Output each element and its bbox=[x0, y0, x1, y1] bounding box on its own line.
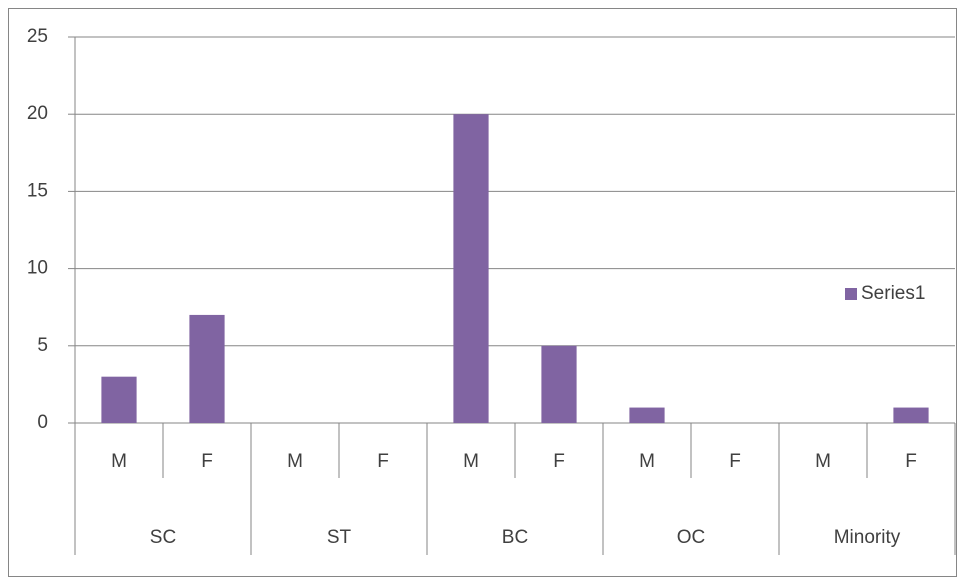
x-tick-label: F bbox=[201, 451, 213, 472]
x-group-label: Minority bbox=[834, 527, 901, 548]
bar bbox=[101, 376, 137, 423]
x-group-label: SC bbox=[150, 527, 176, 548]
x-tick-label: F bbox=[377, 451, 389, 472]
x-group-label: ST bbox=[327, 527, 352, 548]
x-tick-label: M bbox=[463, 451, 479, 472]
x-tick-label: M bbox=[639, 451, 655, 472]
y-tick-label: 0 bbox=[37, 412, 48, 433]
x-group-label: BC bbox=[502, 527, 528, 548]
bar bbox=[541, 345, 577, 423]
bar bbox=[629, 407, 665, 423]
x-group-label: OC bbox=[677, 527, 706, 548]
legend-label: Series1 bbox=[861, 283, 925, 304]
y-tick-label: 20 bbox=[27, 103, 48, 124]
x-tick-label: F bbox=[729, 451, 741, 472]
bar bbox=[189, 314, 225, 423]
x-tick-label: M bbox=[815, 451, 831, 472]
x-tick-label: F bbox=[553, 451, 565, 472]
bar bbox=[893, 407, 929, 423]
x-tick-label: F bbox=[905, 451, 917, 472]
legend-swatch bbox=[845, 288, 857, 300]
y-tick-label: 5 bbox=[37, 335, 48, 356]
y-tick-label: 10 bbox=[27, 258, 48, 279]
y-tick-label: 25 bbox=[27, 26, 48, 47]
bar bbox=[453, 114, 489, 423]
y-tick-label: 15 bbox=[27, 180, 48, 201]
x-tick-label: M bbox=[287, 451, 303, 472]
x-tick-label: M bbox=[111, 451, 127, 472]
